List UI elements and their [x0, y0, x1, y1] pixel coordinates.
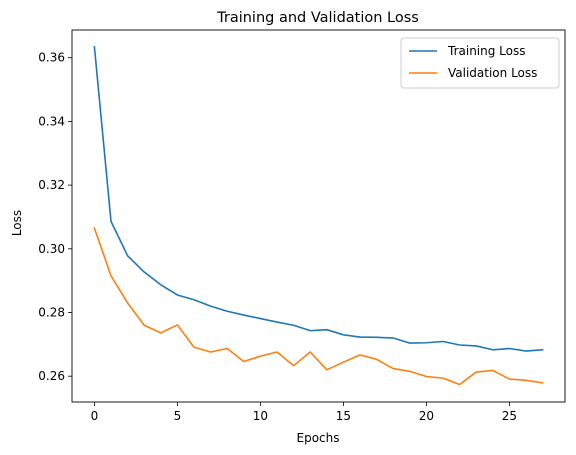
x-tick-label: 15 — [336, 409, 351, 423]
y-tick-label: 0.32 — [38, 178, 65, 192]
y-tick-label: 0.30 — [38, 242, 65, 256]
series-line-validation-loss — [93, 227, 544, 386]
y-tick-label: 0.26 — [38, 369, 65, 383]
legend-label: Validation Loss — [448, 66, 537, 80]
legend-box — [400, 37, 560, 89]
chart-title: Training and Validation Loss — [216, 10, 419, 26]
x-axis-label: Epochs — [297, 431, 340, 445]
x-tick-label: 20 — [419, 409, 434, 423]
legend-label: Training Loss — [447, 44, 525, 58]
x-tick-label: 5 — [174, 409, 182, 423]
series-line-training-loss — [93, 46, 544, 352]
y-tick-label: 0.34 — [38, 114, 65, 128]
plot-frame — [71, 29, 566, 403]
x-tick-label: 25 — [502, 409, 517, 423]
y-axis-label: Loss — [10, 210, 24, 236]
legend: Training Loss Validation Loss — [400, 37, 560, 89]
y-tick-label: 0.36 — [38, 51, 65, 65]
y-axis-ticks: 0.26 0.28 0.30 0.32 0.34 0.36 — [38, 51, 72, 383]
x-axis-ticks: 0 5 10 15 20 25 — [91, 402, 517, 423]
plot-area — [71, 29, 566, 403]
x-tick-label: 10 — [253, 409, 268, 423]
x-tick-label: 0 — [91, 409, 99, 423]
y-tick-label: 0.28 — [38, 306, 65, 320]
